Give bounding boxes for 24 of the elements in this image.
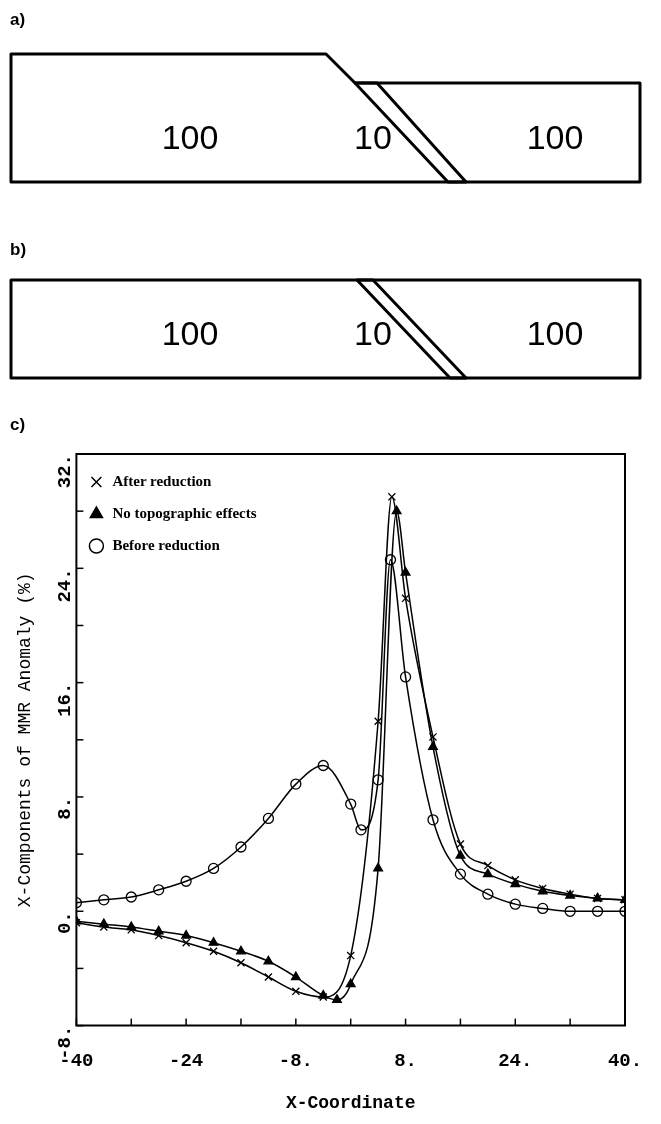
x-tick-label: 24. (498, 1049, 533, 1072)
text: 100 (526, 313, 584, 353)
y-tick-label: 8. (54, 796, 77, 820)
y-tick-label: 24. (54, 568, 77, 603)
text: 10 (354, 117, 392, 157)
x-axis-title: X-Coordinate (285, 1092, 416, 1113)
text: a) (10, 10, 26, 30)
y-tick-label: 0. (54, 911, 77, 935)
x-tick-label: 8. (394, 1049, 417, 1072)
x-tick-label: 40. (607, 1049, 643, 1072)
text: 100 (161, 117, 219, 157)
text: b) (10, 240, 27, 260)
chart-title: c) (10, 415, 26, 435)
legend-label: Before reduction (112, 536, 221, 553)
text: 100 (161, 313, 219, 353)
legend-label: No topographic effects (112, 504, 257, 521)
x-tick-label: -8. (278, 1049, 313, 1072)
text: 100 (526, 117, 584, 157)
text: 10 (354, 313, 392, 353)
legend-label: After reduction (112, 472, 213, 489)
y-axis-title: X-Components of MMR Anomaly (%) (14, 572, 35, 908)
y-tick-label: 16. (54, 682, 77, 717)
x-tick-label: -24 (169, 1049, 204, 1072)
y-tick-label: 32. (54, 454, 77, 489)
